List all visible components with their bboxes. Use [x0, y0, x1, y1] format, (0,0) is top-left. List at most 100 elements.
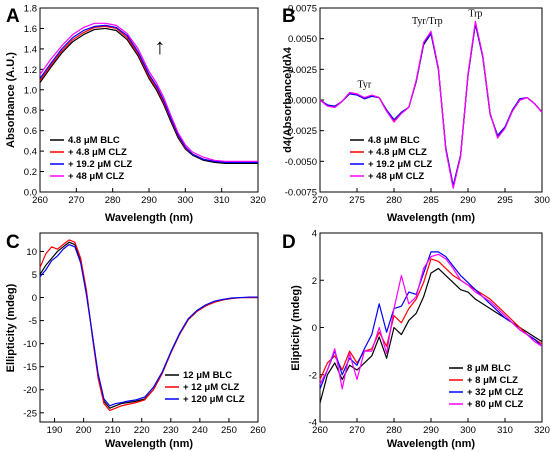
panel-a-xtick-label-3: 290 — [141, 195, 157, 206]
panel-d-ylabel: Elipticity (mdeg) — [290, 285, 302, 371]
panel-b-annotation-2: Trp — [468, 9, 482, 20]
panel-a-xtick-label-0: 260 — [32, 195, 48, 206]
legend-label-d-2: + 32 μM CLZ — [467, 387, 523, 398]
panel-b-xtick-label-0: 270 — [312, 195, 328, 206]
panel-d-ytick-label-3: 2 — [312, 276, 317, 287]
panel-c-ytick-label-6: 5 — [32, 270, 37, 281]
legend-label-d-3: + 80 μM CLZ — [467, 399, 523, 410]
panel-a-ytick-label-5: 1.0 — [24, 85, 37, 96]
panel-c: C 190 200 210 220 230 240 250 260 -25 -20 -15 -10 -5… — [5, 232, 266, 450]
panel-a-xlabel: Wavelength (nm) — [105, 212, 194, 224]
panel-d-ticks: 260 270 280 290 300 310 320 -4 -2 0 2 4 — [309, 229, 550, 437]
panel-c-xtick-label-0: 190 — [47, 425, 63, 436]
panel-a-xtick-label-5: 310 — [214, 195, 230, 206]
legend-label-b-3: + 48 μM CLZ — [368, 171, 424, 182]
panel-b-letter: B — [282, 6, 296, 27]
legend-label-b-1: + 4.8 μM CLZ — [368, 147, 427, 158]
legend-label-b-0: 4.8 μM BLC — [368, 135, 420, 146]
panel-d-xtick-label-2: 280 — [386, 425, 402, 436]
panel-d-series-line-2 — [319, 251, 543, 390]
panel-b-ytick-label-3: 0.0000 — [288, 96, 317, 107]
panel-c-xtick-label-6: 250 — [221, 425, 237, 436]
legend-label-a-2: + 19.2 μM CLZ — [68, 159, 132, 170]
panel-a-ylabel: Absorbance (A.U.) — [5, 52, 17, 148]
panel-d-xtick-label-0: 260 — [312, 425, 328, 436]
legend-label-b-2: + 19.2 μM CLZ — [368, 159, 432, 170]
panel-c-ytick-label-4: -5 — [29, 316, 37, 327]
panel-b-xtick-label-1: 275 — [349, 195, 365, 206]
panel-a-ytick-label-1: 0.2 — [24, 167, 37, 178]
panel-b-series — [319, 20, 543, 189]
panel-b-ytick-label-5: 0.0050 — [288, 34, 317, 45]
panel-a-ytick-label-7: 1.4 — [24, 44, 37, 55]
panel-b-ytick-label-2: -0.0025 — [285, 126, 317, 137]
panel-b-xtick-label-4: 290 — [460, 195, 476, 206]
panel-d-xtick-label-1: 270 — [349, 425, 365, 436]
panel-d-ytick-label-1: -2 — [309, 370, 317, 381]
panel-a-series-line-3 — [39, 22, 258, 162]
panel-d-series-line-3 — [319, 253, 543, 390]
panel-c-ylabel: Ellipticity (mdeg) — [5, 283, 17, 372]
panel-c-ticks: 190 200 210 220 230 240 250 260 -25 -20 -15 -10 -5 0 5… — [23, 247, 266, 436]
panel-b-series-line-3 — [319, 20, 543, 189]
panel-b-ytick-label-6: 0.0075 — [288, 4, 317, 15]
panel-b-legend: 4.8 μM BLC + 4.8 μM CLZ + 19.2 μM CLZ + … — [350, 135, 432, 182]
panel-d-xtick-label-4: 300 — [460, 425, 476, 436]
panel-b-xtick-label-5: 295 — [497, 195, 513, 206]
panel-d-xtick-label-6: 320 — [534, 425, 550, 436]
panel-a-ytick-label-3: 0.6 — [24, 126, 37, 137]
panel-a-xtick-label-2: 280 — [105, 195, 121, 206]
panel-d-legend: 8 μM BLC + 8 μM CLZ + 32 μM CLZ + 80 μM … — [449, 363, 523, 410]
panel-d: D 260 270 280 290 300 310 320 -4 -2 0 2 4 Wavelengt… — [282, 229, 550, 451]
panel-d-ytick-label-2: 0 — [312, 323, 317, 334]
panel-c-series-line-2 — [39, 243, 258, 407]
panel-a: A 260 270 280 290 300 310 320 0.0 0.2 0.4 0.6 0.8 1.… — [5, 4, 266, 225]
panel-d-xlabel: Wavelength (nm) — [387, 438, 476, 450]
panel-c-series-line-1 — [39, 239, 258, 412]
panel-b: B 270 275 280 285 290 295 300 -0.0075 -0.0050 -0.… — [282, 4, 550, 225]
panel-c-xlabel: Wavelength (nm) — [105, 438, 194, 450]
legend-label-d-0: 8 μM BLC — [467, 363, 511, 374]
panel-b-xlabel: Wavelength (nm) — [387, 212, 476, 224]
panel-b-ticks: 270 275 280 285 290 295 300 -0.0075 -0.0050 -0.00… — [285, 4, 550, 207]
panel-b-ylabel: d4(Absorbance)/dλ4 — [282, 46, 294, 153]
panel-a-letter: A — [6, 6, 20, 27]
panel-a-ytick-label-0: 0.0 — [24, 188, 37, 199]
panel-c-frame — [39, 232, 259, 423]
panel-b-xtick-label-3: 285 — [423, 195, 439, 206]
panel-a-annotations: ↑ — [154, 34, 165, 59]
panel-a-series-line-0 — [39, 27, 258, 164]
panel-b-xtick-label-6: 300 — [534, 195, 550, 206]
panel-c-xtick-label-2: 210 — [105, 425, 121, 436]
legend-label-c-2: + 120 μM CLZ — [183, 394, 245, 405]
panel-d-ytick-label-0: -4 — [309, 418, 317, 429]
panel-a-xtick-label-1: 270 — [68, 195, 84, 206]
panel-b-ytick-label-4: 0.0025 — [288, 65, 317, 76]
panel-c-xtick-label-5: 240 — [192, 425, 208, 436]
legend-label-c-1: + 12 μM CLZ — [183, 382, 239, 393]
panel-c-letter: C — [6, 232, 20, 253]
panel-a-legend: 4.8 μM BLC + 4.8 μM CLZ + 19.2 μM CLZ + … — [50, 135, 132, 182]
panel-c-ytick-label-3: -10 — [23, 339, 37, 350]
legend-label-a-1: + 4.8 μM CLZ — [68, 147, 127, 158]
panel-b-ytick-label-1: -0.0050 — [285, 157, 317, 168]
panel-b-ytick-label-0: -0.0075 — [285, 188, 317, 199]
panel-d-series-line-1 — [319, 258, 543, 380]
panel-c-ytick-label-0: -25 — [23, 408, 37, 419]
panel-a-ytick-label-9: 1.8 — [24, 4, 37, 15]
legend-label-a-0: 4.8 μM BLC — [68, 135, 120, 146]
panel-a-ticks: 260 270 280 290 300 310 320 0.0 0.2 0.4 0.6 0.8 1.0 1… — [24, 4, 266, 207]
panel-b-annotation-1: Tyr/Trp — [412, 16, 443, 27]
panel-d-xtick-label-3: 290 — [423, 425, 439, 436]
panel-a-annotation-0: ↑ — [154, 34, 165, 59]
legend-label-c-0: 12 μM BLC — [183, 370, 232, 381]
panel-c-xtick-label-4: 230 — [163, 425, 179, 436]
panel-c-ytick-label-2: -15 — [23, 362, 37, 373]
panel-a-series — [39, 22, 258, 164]
legend-label-d-1: + 8 μM CLZ — [467, 375, 518, 386]
panel-a-xtick-label-6: 320 — [250, 195, 266, 206]
panel-d-xtick-label-5: 310 — [497, 425, 513, 436]
panel-c-xtick-label-3: 220 — [134, 425, 150, 436]
panel-a-ytick-label-8: 1.6 — [24, 24, 37, 35]
